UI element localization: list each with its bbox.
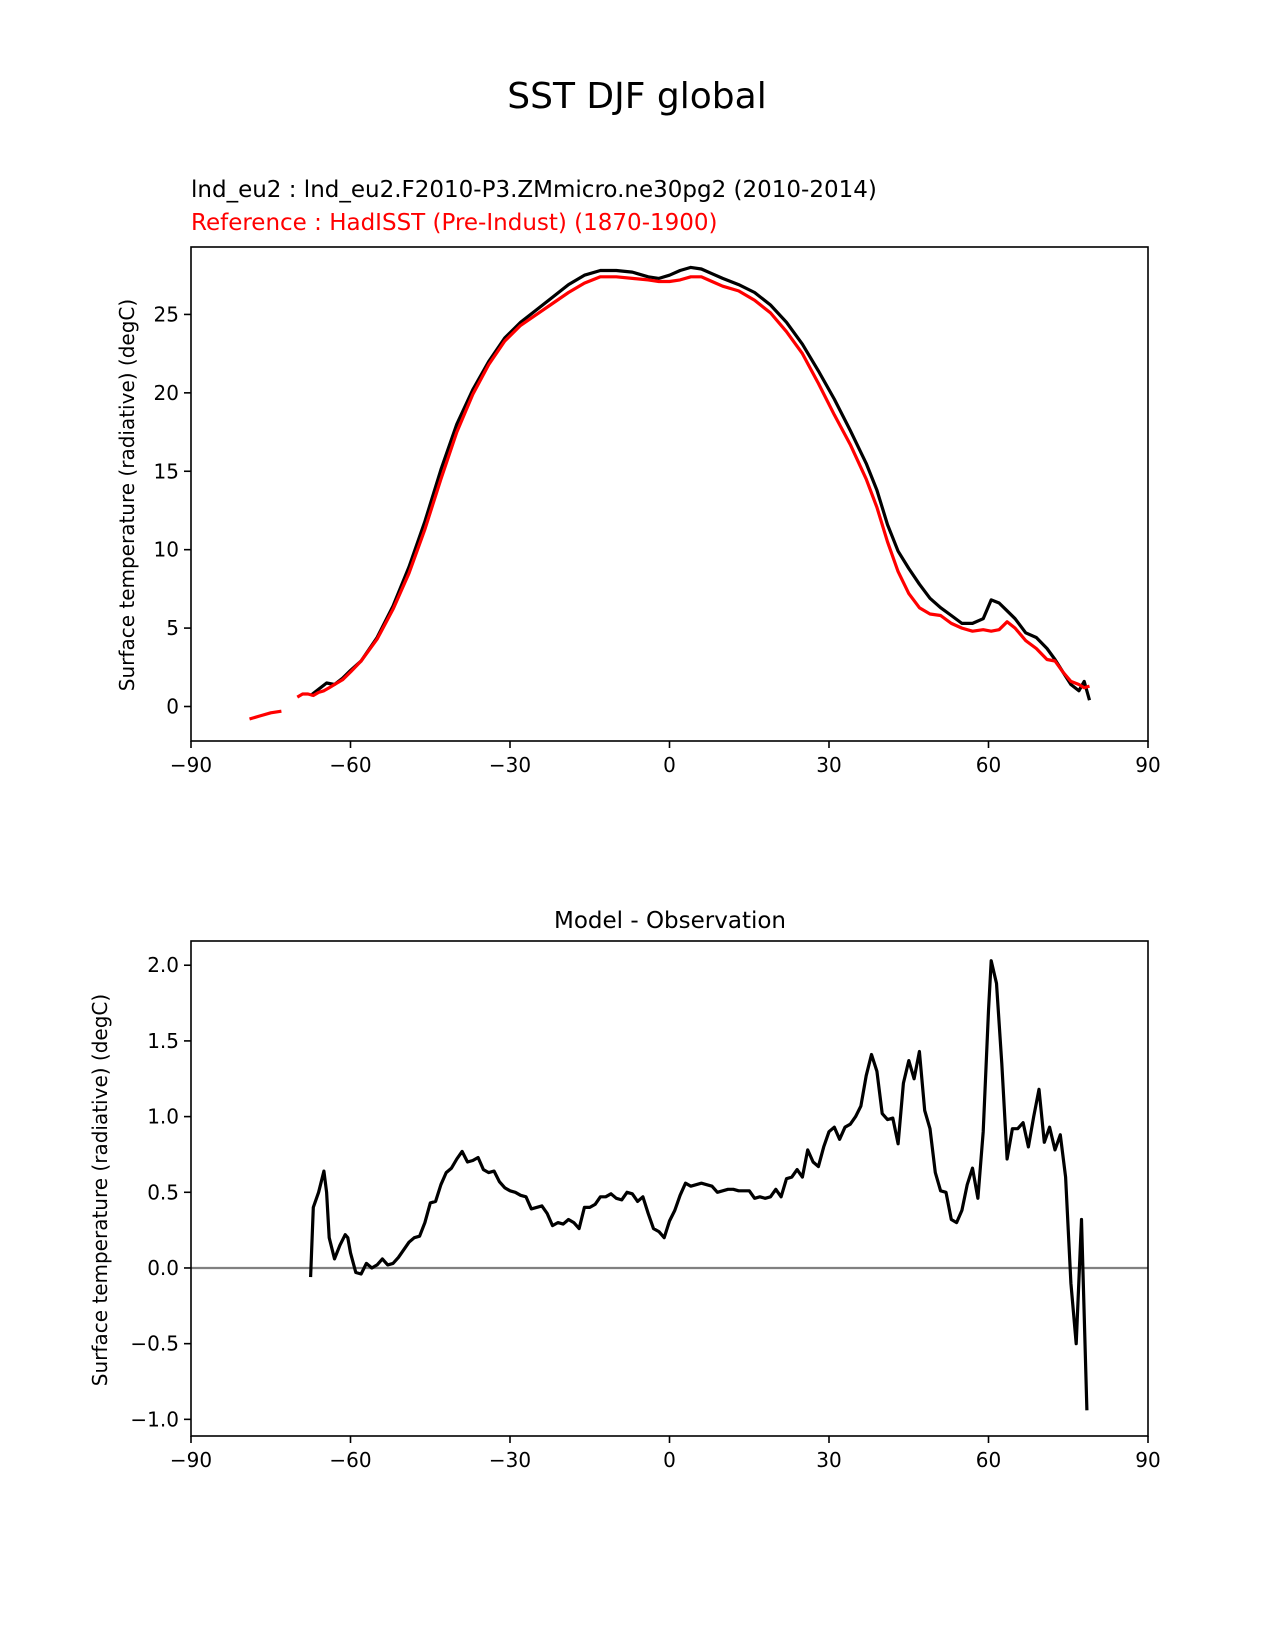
bottom-axes-frame — [190, 940, 1149, 1437]
top-plot-area: −90 −60 −30 0 30 60 90 0 5 10 15 20 25 — [154, 246, 1161, 777]
bottom-y-axis-label: Surface temperature (radiative) (degC) — [88, 994, 112, 1386]
bottom-x-tick-label: −60 — [329, 1448, 371, 1472]
reference-label: Reference : HadISST (Pre-Indust) (1870-1… — [191, 210, 718, 236]
bottom-series-line-1 — [309, 959, 1089, 1411]
bottom-panel-title: Model - Observation — [554, 908, 786, 934]
top-x-tick-label: −90 — [170, 753, 212, 777]
bottom-y-tick-label: −0.5 — [130, 1332, 179, 1356]
bottom-x-tick-label: −30 — [489, 1448, 531, 1472]
top-x-tick-label: −30 — [489, 753, 531, 777]
top-y-tick-label: 20 — [154, 381, 179, 405]
figure-title: SST DJF global — [507, 76, 766, 117]
top-y-tick-label: 15 — [154, 459, 179, 483]
bottom-x-tick-label: 30 — [816, 1448, 841, 1472]
top-x-tick-label: 60 — [976, 753, 1001, 777]
bottom-y-tick-label: 0.0 — [147, 1256, 179, 1280]
bottom-y-tick-label: −1.0 — [130, 1407, 179, 1431]
top-axes-frame — [190, 246, 1149, 742]
bottom-x-tick-label: 0 — [663, 1448, 676, 1472]
bottom-y-tick-label: 1.5 — [147, 1029, 179, 1053]
top-x-tick-label: 30 — [816, 753, 841, 777]
top-y-tick-label: 5 — [166, 616, 179, 640]
test-label: lnd_eu2 : lnd_eu2.F2010-P3.ZMmicro.ne30p… — [191, 177, 877, 203]
top-panel: lnd_eu2 : lnd_eu2.F2010-P3.ZMmicro.ne30p… — [115, 177, 1161, 777]
top-x-tick-label: 90 — [1135, 753, 1160, 777]
top-y-tick-label: 25 — [154, 302, 179, 326]
bottom-y-tick-label: 2.0 — [147, 953, 179, 977]
bottom-plot-area: −90 −60 −30 0 30 60 90 −1.0 −0.5 0.0 0.5 1.0 1.5 2.0 — [130, 940, 1161, 1472]
top-y-tick-label: 10 — [154, 538, 179, 562]
bottom-x-tick-label: −90 — [170, 1448, 212, 1472]
top-series-line-1 — [309, 265, 1092, 701]
top-series-line-2 — [249, 275, 1090, 721]
top-y-axis-label: Surface temperature (radiative) (degC) — [115, 299, 139, 691]
top-x-tick-label: 0 — [663, 753, 676, 777]
bottom-y-tick-label: 1.0 — [147, 1105, 179, 1129]
bottom-panel: Model - Observation Surface temperature … — [88, 908, 1161, 1472]
bottom-x-tick-label: 60 — [976, 1448, 1001, 1472]
top-y-tick-label: 0 — [166, 694, 179, 718]
top-x-tick-label: −60 — [329, 753, 371, 777]
bottom-y-tick-label: 0.5 — [147, 1180, 179, 1204]
bottom-x-tick-label: 90 — [1135, 1448, 1160, 1472]
